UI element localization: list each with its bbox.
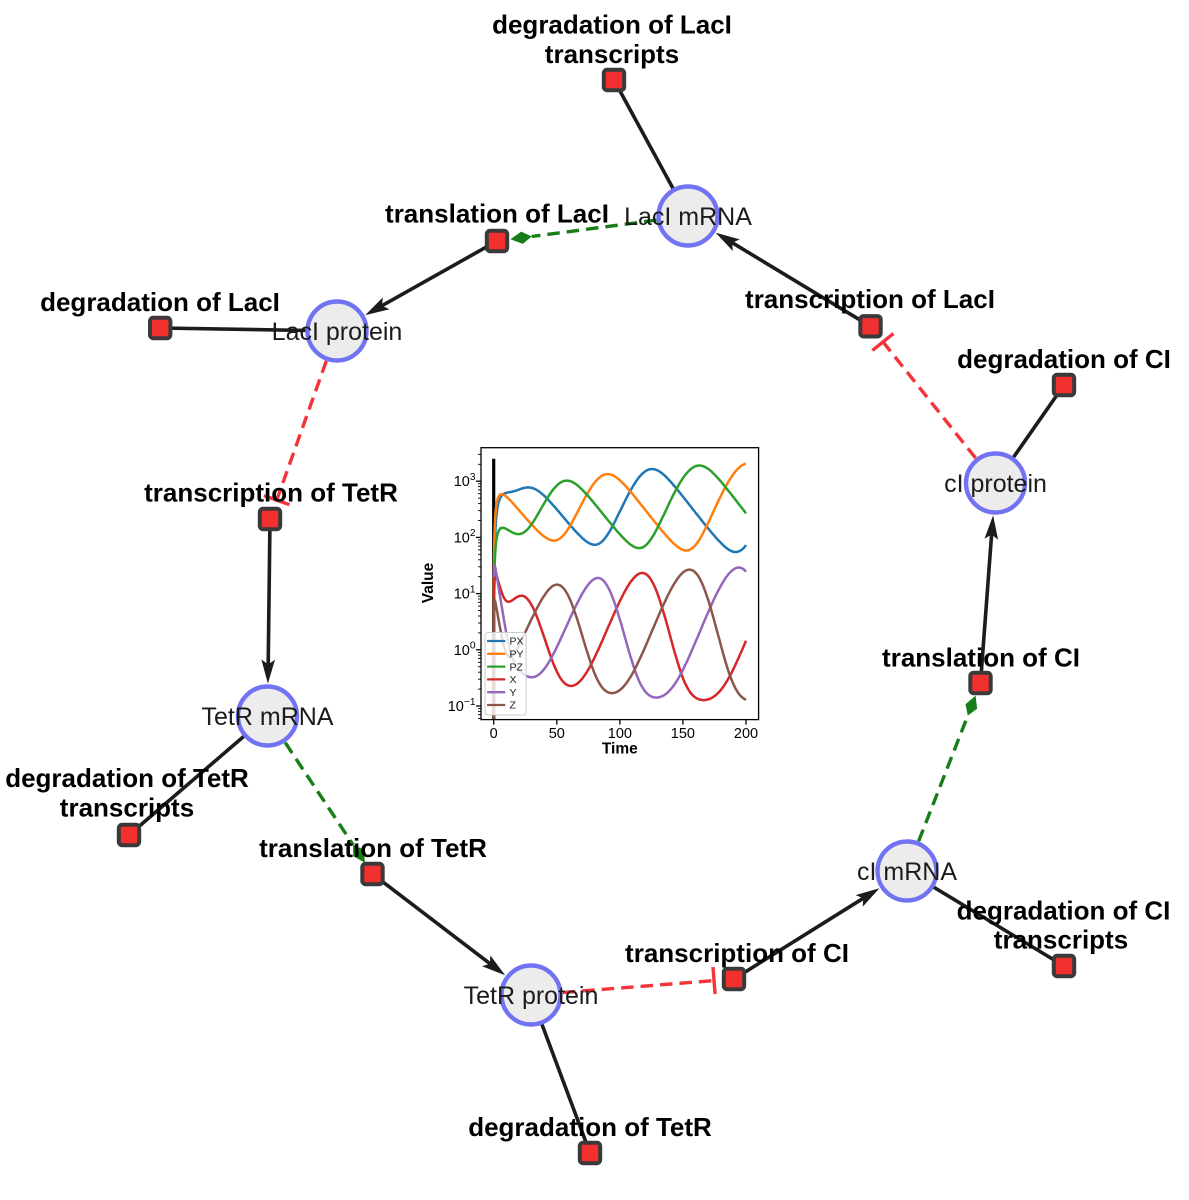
svg-text:PZ: PZ: [510, 661, 524, 673]
svg-text:TetR protein: TetR protein: [464, 982, 599, 1010]
svg-text:TetR mRNA: TetR mRNA: [202, 703, 334, 731]
svg-text:Z: Z: [510, 700, 517, 712]
svg-text:PY: PY: [510, 649, 524, 661]
svg-text:transcripts: transcripts: [60, 793, 194, 823]
svg-text:200: 200: [734, 726, 758, 742]
svg-text:X: X: [510, 674, 517, 686]
svg-text:transcription of CI: transcription of CI: [625, 938, 849, 968]
svg-text:degradation of CI: degradation of CI: [957, 895, 1171, 925]
svg-text:LacI protein: LacI protein: [272, 318, 403, 346]
svg-text:transcription of LacI: transcription of LacI: [745, 284, 995, 314]
svg-text:translation of TetR: translation of TetR: [259, 833, 487, 863]
svg-text:50: 50: [549, 726, 565, 742]
svg-text:Value: Value: [420, 562, 437, 603]
svg-text:degradation of TetR: degradation of TetR: [468, 1112, 712, 1142]
svg-text:transcripts: transcripts: [545, 39, 679, 69]
svg-text:0: 0: [490, 726, 498, 742]
svg-text:Y: Y: [510, 687, 517, 699]
svg-text:transcription of TetR: transcription of TetR: [144, 477, 398, 507]
svg-text:cI mRNA: cI mRNA: [857, 858, 957, 886]
svg-text:100: 100: [608, 726, 632, 742]
svg-text:PX: PX: [510, 636, 524, 648]
svg-text:translation of CI: translation of CI: [882, 642, 1080, 672]
svg-text:transcripts: transcripts: [994, 924, 1128, 954]
svg-text:Time: Time: [602, 741, 638, 758]
svg-text:LacI mRNA: LacI mRNA: [624, 203, 752, 231]
svg-text:degradation of LacI: degradation of LacI: [492, 9, 732, 39]
svg-text:150: 150: [671, 726, 695, 742]
svg-text:degradation of LacI: degradation of LacI: [40, 287, 280, 317]
svg-text:cI protein: cI protein: [944, 470, 1047, 498]
svg-text:degradation of CI: degradation of CI: [957, 344, 1171, 374]
svg-text:translation of LacI: translation of LacI: [385, 198, 609, 228]
svg-text:degradation of TetR: degradation of TetR: [5, 763, 249, 793]
